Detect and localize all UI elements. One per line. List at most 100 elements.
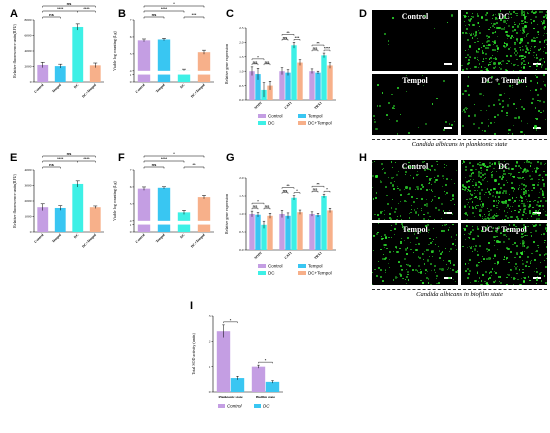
- micrograph-label: Tempol: [402, 225, 428, 234]
- fluorescent-cell: [540, 271, 543, 274]
- fluorescent-cell: [443, 224, 446, 227]
- fluorescent-cell: [412, 165, 415, 169]
- fluorescent-cell: [509, 175, 512, 177]
- fluorescent-cell: [506, 22, 508, 24]
- legend-swatch: [298, 121, 306, 125]
- fluorescent-cell: [526, 122, 529, 125]
- fluorescent-cell: [411, 269, 414, 272]
- fluorescent-cell: [493, 167, 496, 170]
- fluorescent-cell: [399, 241, 402, 244]
- fluorescent-cell: [396, 277, 398, 279]
- fluorescent-cell: [507, 20, 508, 21]
- fluorescent-cell: [544, 26, 546, 28]
- fluorescent-cell: [523, 28, 526, 31]
- fluorescent-cell: [408, 212, 410, 214]
- fluorescent-cell: [493, 281, 495, 283]
- fluorescent-cell: [536, 280, 538, 282]
- significance-bracket: [42, 5, 96, 8]
- fluorescent-cell: [482, 203, 485, 206]
- significance-bracket: [311, 44, 325, 47]
- fluorescent-cell: [472, 229, 474, 231]
- bar: [315, 72, 321, 100]
- fluorescent-cell: [421, 198, 423, 201]
- fluorescent-cell: [494, 49, 496, 51]
- fluorescent-cell: [545, 67, 547, 70]
- fluorescent-cell: [467, 108, 469, 110]
- fluorescent-cell: [414, 268, 417, 271]
- fluorescent-cell: [539, 40, 542, 43]
- fluorescent-cell: [464, 90, 467, 93]
- fluorescent-cell: [444, 191, 446, 193]
- fluorescent-cell: [540, 48, 542, 50]
- fluorescent-cell: [404, 279, 406, 281]
- fluorescent-cell: [495, 227, 496, 228]
- fluorescent-cell: [448, 227, 450, 229]
- fluorescent-cell: [408, 161, 410, 164]
- bar: [291, 197, 297, 250]
- fluorescent-cell: [522, 63, 524, 65]
- legend-label: DC: [268, 121, 275, 126]
- fluorescent-cell: [469, 282, 471, 284]
- bar: [89, 207, 101, 232]
- fluorescent-cell: [467, 33, 469, 35]
- fluorescent-cell: [486, 165, 489, 168]
- significance-label: *: [326, 187, 328, 192]
- fluorescent-cell: [533, 56, 536, 59]
- fluorescent-cell: [533, 39, 536, 43]
- fluorescent-cell: [518, 165, 520, 167]
- fluorescent-cell: [535, 54, 538, 56]
- fluorescent-cell: [380, 163, 383, 165]
- fluorescent-cell: [524, 63, 527, 66]
- fluorescent-cell: [501, 175, 504, 177]
- fluorescent-cell: [522, 57, 524, 60]
- chart-g-gene-expression-biofilm: Relative gene expression0.00.51.01.52.0S…: [224, 176, 336, 276]
- fluorescent-cell: [468, 45, 472, 48]
- legend-swatch: [258, 121, 266, 125]
- fluorescent-cell: [390, 229, 392, 232]
- bar: [279, 214, 285, 250]
- fluorescent-cell: [482, 258, 485, 261]
- fluorescent-cell: [528, 205, 531, 208]
- fluorescent-cell: [537, 209, 540, 212]
- fluorescent-cell: [535, 76, 538, 78]
- x-tick-label: DC+Tempol: [190, 233, 206, 249]
- fluorescent-cell: [429, 215, 431, 218]
- y-tick-label: 6: [130, 185, 132, 189]
- axis-break: [134, 70, 215, 75]
- fluorescent-cell: [491, 170, 493, 173]
- fluorescent-cell: [477, 162, 479, 165]
- fluorescent-cell: [495, 58, 498, 61]
- axis-break: [134, 220, 215, 225]
- fluorescent-cell: [468, 237, 471, 239]
- fluorescent-cell: [494, 17, 497, 19]
- fluorescent-cell: [544, 40, 546, 42]
- fluorescent-cell: [536, 218, 539, 220]
- fluorescent-cell: [544, 83, 546, 86]
- fluorescent-cell: [382, 253, 384, 256]
- fluorescent-cell: [535, 250, 538, 252]
- fluorescent-cell: [523, 78, 525, 81]
- fluorescent-cell: [451, 179, 453, 181]
- y-axis-title: Relative fluorescence units(RFU): [12, 173, 17, 227]
- fluorescent-cell: [437, 281, 440, 284]
- fluorescent-cell: [397, 186, 399, 188]
- fluorescent-cell: [514, 47, 517, 50]
- fluorescent-cell: [513, 29, 516, 31]
- fluorescent-cell: [524, 212, 527, 215]
- fluorescent-cell: [440, 252, 442, 253]
- fluorescent-cell: [467, 93, 470, 96]
- fluorescent-cell: [518, 199, 521, 202]
- fluorescent-cell: [482, 274, 484, 276]
- fluorescent-cell: [474, 279, 477, 283]
- microscopy-panel-planktonic: Control DC Tempol DC + Tempol Candida al…: [372, 10, 547, 148]
- fluorescent-cell: [379, 211, 383, 214]
- fluorescent-cell: [543, 19, 546, 22]
- fluorescent-cell: [505, 200, 508, 202]
- fluorescent-cell: [521, 182, 524, 186]
- fluorescent-cell: [423, 15, 426, 18]
- fluorescent-cell: [502, 240, 506, 244]
- fluorescent-cell: [395, 246, 397, 248]
- fluorescent-cell: [533, 27, 535, 30]
- fluorescent-cell: [499, 19, 502, 22]
- fluorescent-cell: [509, 268, 512, 272]
